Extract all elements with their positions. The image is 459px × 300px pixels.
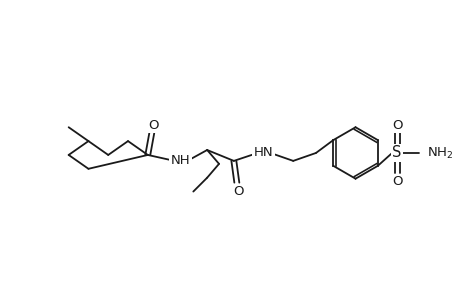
Text: NH$_2$: NH$_2$ bbox=[426, 146, 452, 160]
Text: O: O bbox=[391, 175, 402, 188]
Text: O: O bbox=[391, 119, 402, 132]
Text: NH: NH bbox=[170, 154, 190, 167]
Text: S: S bbox=[392, 146, 401, 160]
Text: O: O bbox=[233, 185, 244, 198]
Text: HN: HN bbox=[253, 146, 273, 160]
Text: O: O bbox=[148, 119, 159, 132]
